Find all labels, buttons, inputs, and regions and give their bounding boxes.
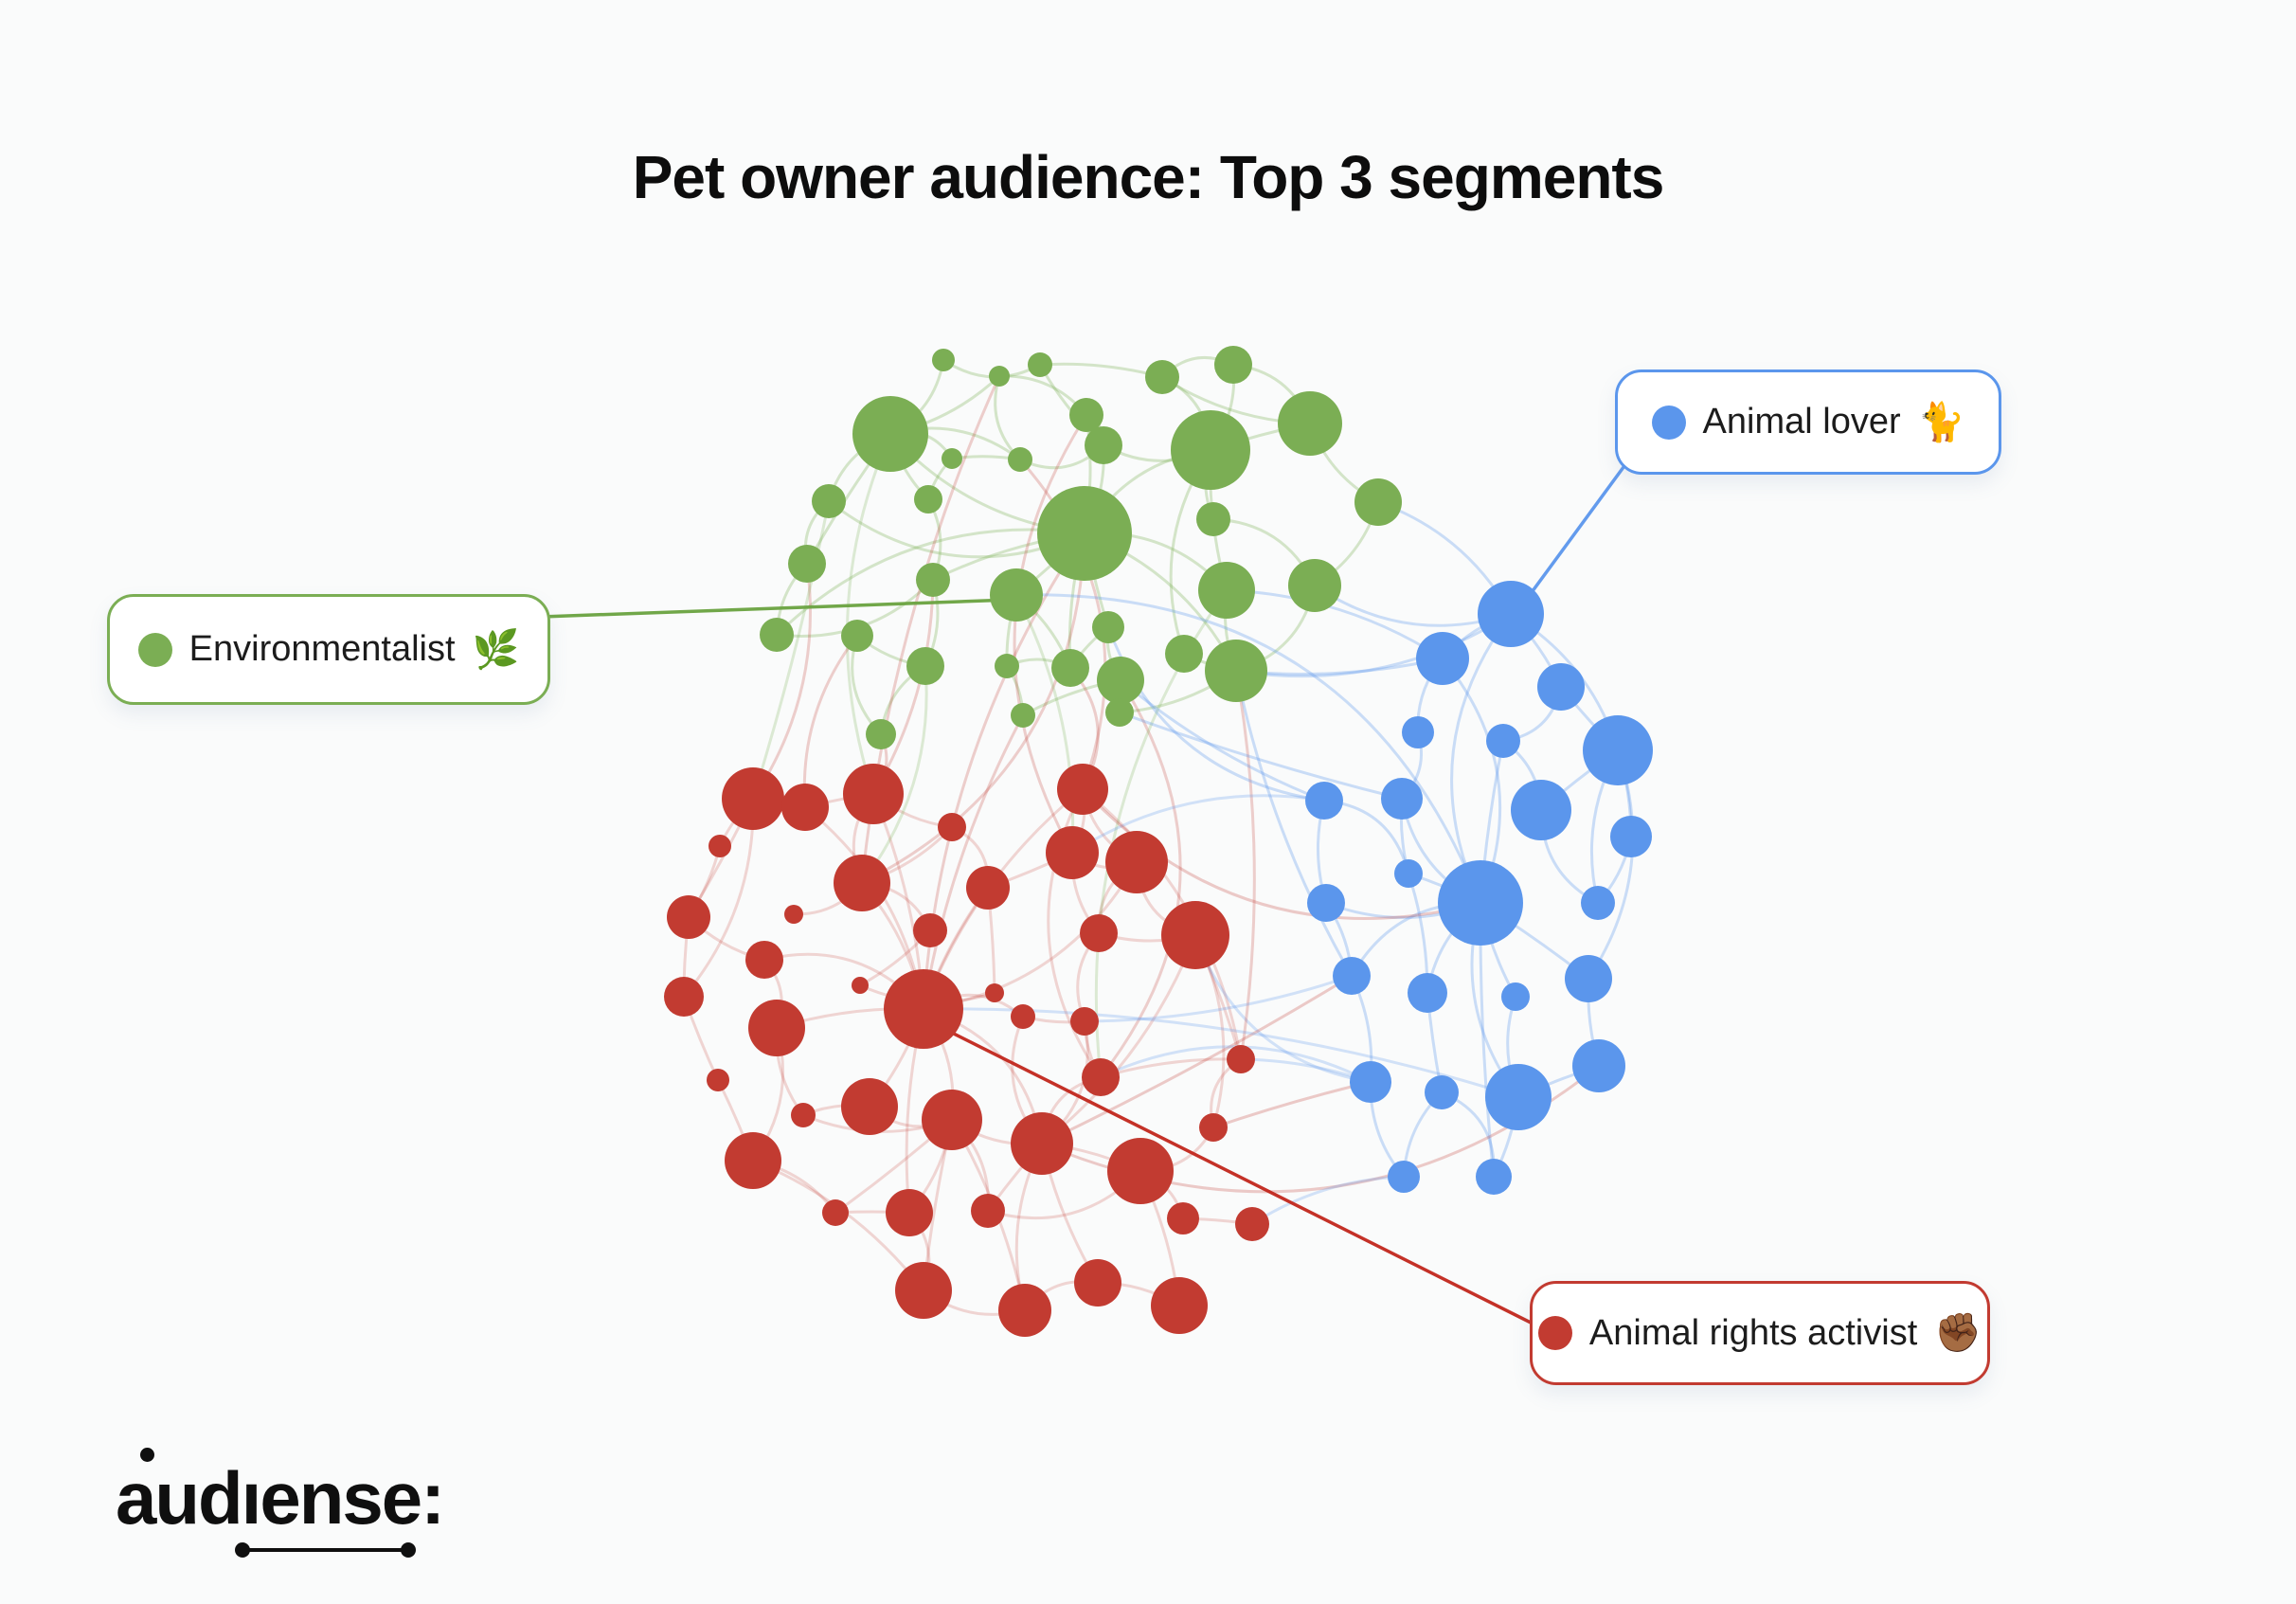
segment-dot-icon <box>1537 1316 1572 1350</box>
segment-pill-animal-rights-activist: Animal rights activist ✊🏾 <box>1530 1281 1990 1385</box>
raised-fist-emoji-icon: ✊🏾 <box>1934 1312 1982 1354</box>
segment-pill-environmentalist: Environmentalist 🌿 <box>107 594 550 705</box>
segment-label: Animal lover <box>1702 402 1901 442</box>
page-title: Pet owner audience: Top 3 segments <box>632 143 1665 211</box>
segment-pill-animal-lover: Animal lover 🐈 <box>1615 369 2001 475</box>
brand-logo: audıense: <box>116 1444 513 1586</box>
logo-accent-dot-icon <box>140 1448 154 1462</box>
segment-label: Environmentalist <box>188 629 456 669</box>
brand-logo-wordmark: audıense: <box>116 1456 445 1540</box>
segment-label: Animal rights activist <box>1588 1312 1918 1353</box>
segment-dot-icon <box>137 632 172 667</box>
segment-dot-icon <box>1651 405 1686 440</box>
logo-underline-icon <box>235 1542 416 1558</box>
herb-emoji-icon: 🌿 <box>472 628 520 671</box>
cat-emoji-icon: 🐈 <box>1917 401 1965 443</box>
